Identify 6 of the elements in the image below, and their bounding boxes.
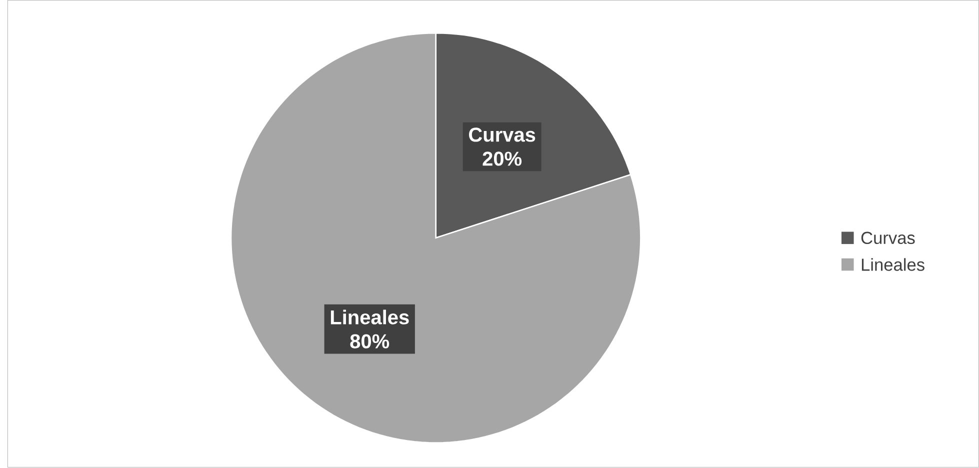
legend-label: Curvas bbox=[861, 232, 915, 244]
slice-label: Curvas bbox=[469, 128, 536, 142]
data-label: 80% bbox=[350, 334, 390, 349]
slice-label: Lineales bbox=[330, 310, 409, 325]
legend-label: Lineales bbox=[862, 258, 924, 272]
data-label: 20% bbox=[482, 152, 522, 166]
